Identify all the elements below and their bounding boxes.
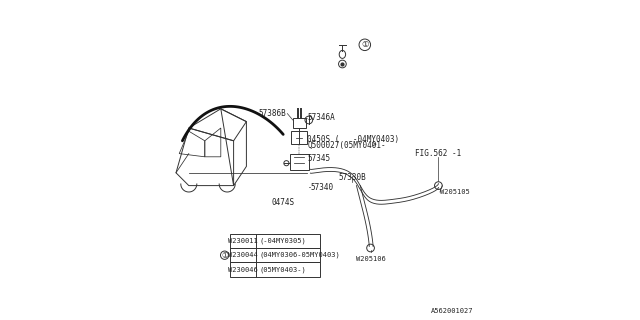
Text: 57330B: 57330B <box>338 173 366 182</box>
Text: A562001027: A562001027 <box>431 308 474 314</box>
Text: 0450S (: 0450S ( <box>307 135 340 144</box>
Text: -04MY0403): -04MY0403) <box>339 135 399 144</box>
Text: W205105: W205105 <box>440 189 470 195</box>
Text: 57346A: 57346A <box>307 113 335 122</box>
Text: W230011: W230011 <box>228 238 258 244</box>
Text: 57386B: 57386B <box>259 109 287 118</box>
Text: 57345: 57345 <box>307 154 330 163</box>
Text: W230044: W230044 <box>228 252 258 258</box>
Text: W205106: W205106 <box>356 256 385 262</box>
Text: 0474S: 0474S <box>271 198 295 207</box>
Text: 57340: 57340 <box>310 183 333 192</box>
Text: ①: ① <box>221 251 228 260</box>
Text: W230046: W230046 <box>228 267 258 273</box>
Text: ①: ① <box>361 40 369 49</box>
Text: Q500027(05MY0401-: Q500027(05MY0401- <box>307 141 386 150</box>
Text: (05MY0403-): (05MY0403-) <box>259 266 306 273</box>
Text: FIG.562 -1: FIG.562 -1 <box>415 149 461 158</box>
Text: (04MY0306-05MY0403): (04MY0306-05MY0403) <box>259 252 340 259</box>
Text: (-04MY0305): (-04MY0305) <box>259 237 306 244</box>
Text: >: > <box>371 141 376 150</box>
